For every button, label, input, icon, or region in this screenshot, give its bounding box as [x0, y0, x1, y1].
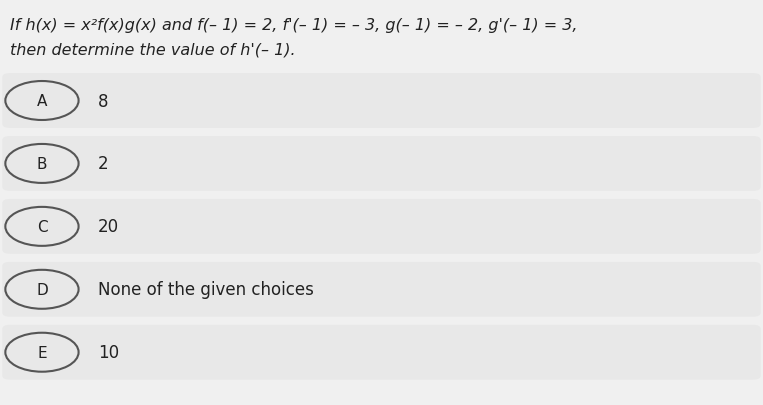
Text: 8: 8	[98, 92, 108, 110]
Text: A: A	[37, 94, 47, 109]
Text: D: D	[36, 282, 48, 297]
Text: 10: 10	[98, 343, 119, 361]
Text: E: E	[37, 345, 47, 360]
FancyBboxPatch shape	[2, 325, 761, 380]
FancyBboxPatch shape	[2, 200, 761, 254]
Text: C: C	[37, 220, 47, 234]
FancyBboxPatch shape	[2, 262, 761, 317]
Text: B: B	[37, 157, 47, 171]
FancyBboxPatch shape	[2, 137, 761, 192]
Text: If h(x) = x²f(x)g(x) and f(– 1) = 2, f'(– 1) = – 3, g(– 1) = – 2, g'(– 1) = 3,: If h(x) = x²f(x)g(x) and f(– 1) = 2, f'(…	[10, 18, 578, 33]
FancyBboxPatch shape	[2, 74, 761, 129]
Text: 20: 20	[98, 218, 119, 236]
Text: 2: 2	[98, 155, 108, 173]
Text: None of the given choices: None of the given choices	[98, 281, 314, 298]
Text: then determine the value of h'(– 1).: then determine the value of h'(– 1).	[10, 43, 295, 58]
